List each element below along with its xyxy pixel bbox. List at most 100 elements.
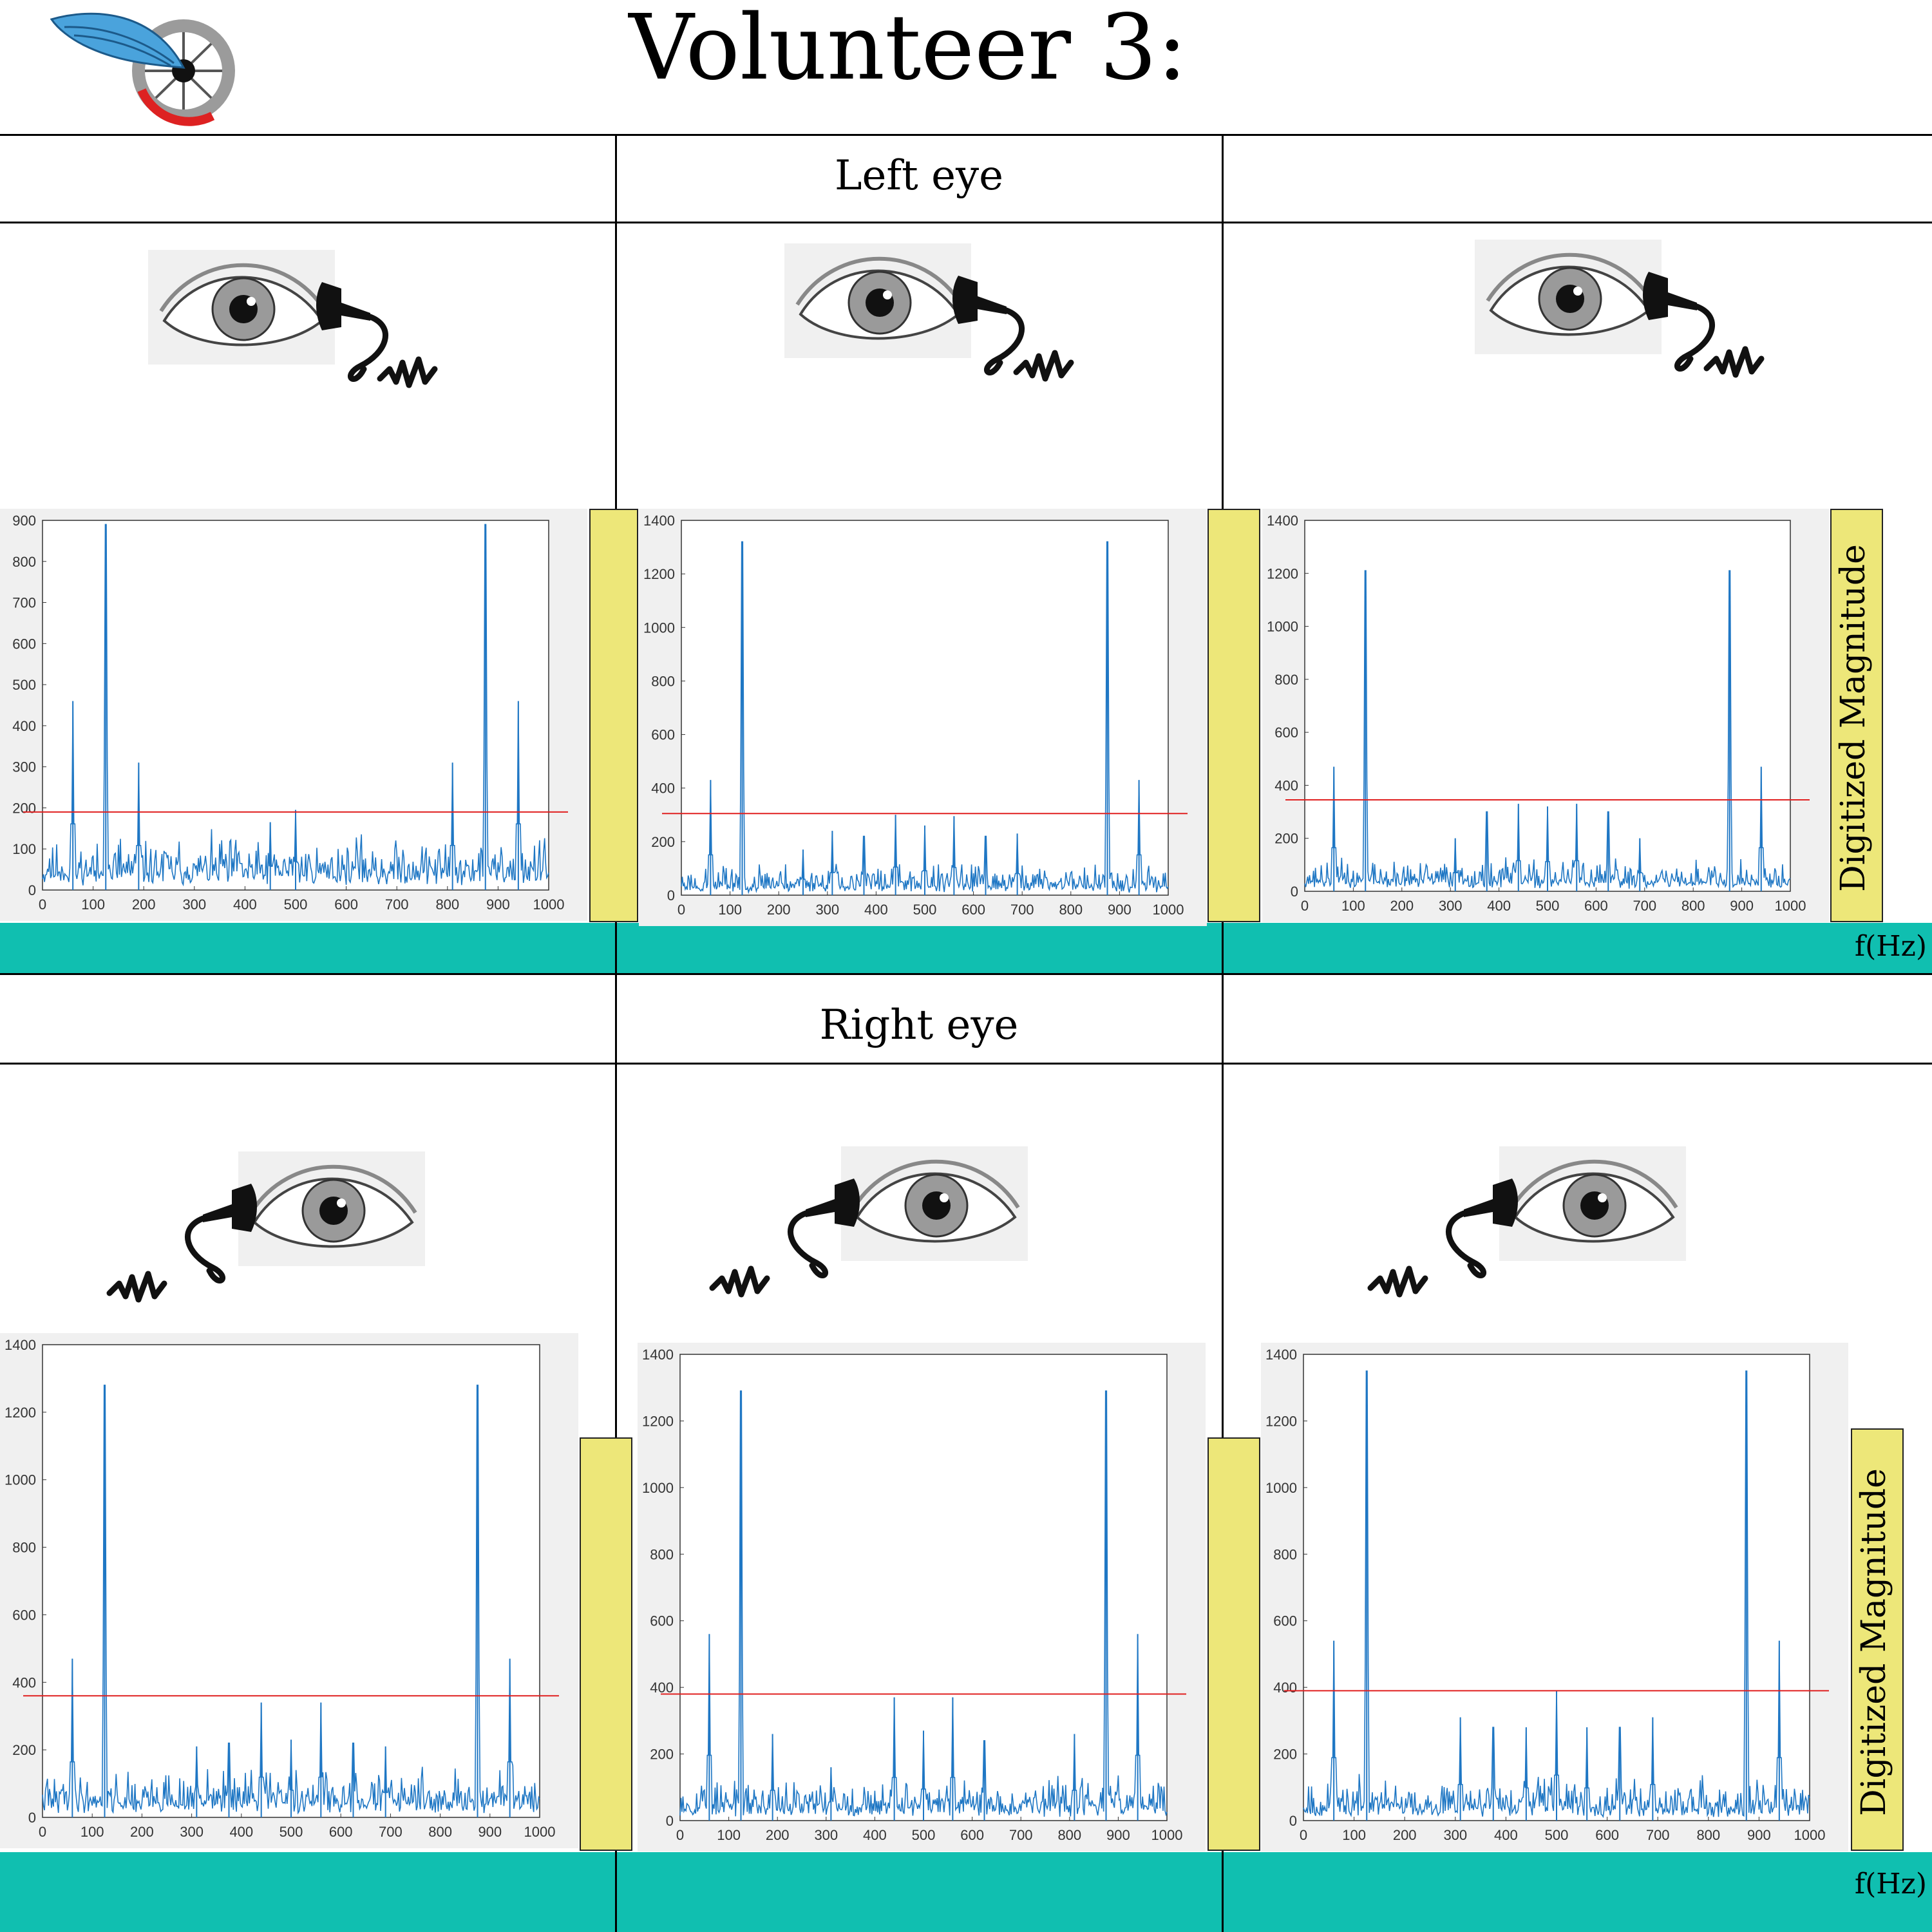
y-tick-label: 600	[651, 727, 675, 743]
x-tick-label: 400	[864, 902, 888, 918]
x-tick-label: 700	[1646, 1827, 1670, 1843]
sound-wave-icon	[1703, 346, 1765, 378]
page-title: Volunteer 3:	[629, 0, 1188, 100]
x-tick-label: 100	[718, 902, 742, 918]
x-tick-label: 700	[385, 896, 409, 913]
y-tick-label: 400	[12, 1674, 36, 1690]
x-tick-label: 0	[676, 1827, 684, 1843]
sound-wave-icon	[106, 1271, 167, 1303]
microphone-icon	[316, 282, 388, 382]
y-tick-label: 0	[667, 887, 675, 904]
x-tick-label: 900	[1106, 1827, 1130, 1843]
x-tick-label: 700	[1633, 898, 1656, 914]
x-tick-label: 700	[1010, 902, 1034, 918]
x-tick-label: 1000	[1775, 898, 1806, 914]
x-tick-label: 700	[1009, 1827, 1033, 1843]
sound-wave-icon	[1013, 350, 1074, 382]
divider	[0, 222, 1932, 223]
section-label-right-eye: Right eye	[819, 1001, 1019, 1049]
x-tick-label: 500	[1536, 898, 1560, 914]
x-tick-label: 600	[961, 902, 985, 918]
y-tick-label: 1400	[643, 513, 675, 529]
y-tick-label: 1200	[642, 1413, 674, 1429]
wheel-wing-logo	[50, 12, 235, 126]
x-tick-label: 0	[677, 902, 685, 918]
x-tick-label: 900	[1730, 898, 1754, 914]
x-tick-label: 800	[1059, 902, 1083, 918]
spectrum-line	[681, 541, 1169, 895]
y-tick-label: 400	[650, 1680, 674, 1696]
magnitude-bar	[1208, 509, 1260, 922]
x-tick-label: 0	[39, 896, 46, 913]
spectrum-line	[1304, 570, 1791, 889]
microphone-icon	[788, 1179, 860, 1278]
frequency-axis-label: f(Hz)	[1854, 930, 1927, 963]
x-tick-label: 200	[1393, 1827, 1417, 1843]
y-tick-label: 1000	[1267, 619, 1298, 635]
x-tick-label: 100	[717, 1827, 741, 1843]
y-tick-label: 1000	[5, 1472, 36, 1488]
magnitude-bar	[589, 509, 638, 922]
y-tick-label: 200	[1274, 831, 1298, 847]
y-tick-label: 600	[650, 1613, 674, 1629]
y-tick-label: 0	[28, 1810, 36, 1826]
x-tick-label: 1000	[1794, 1827, 1826, 1843]
divider	[1222, 1852, 1224, 1932]
magnitude-bar	[580, 1437, 632, 1851]
x-tick-label: 500	[913, 902, 937, 918]
y-tick-label: 200	[12, 1742, 36, 1758]
x-tick-label: 100	[1341, 898, 1365, 914]
x-tick-label: 400	[1487, 898, 1511, 914]
x-tick-label: 900	[1108, 902, 1132, 918]
x-tick-label: 800	[428, 1824, 452, 1840]
y-tick-label: 800	[1273, 1546, 1297, 1562]
x-tick-label: 400	[863, 1827, 887, 1843]
magnitude-axis-label: Digitized Magnitude	[1834, 544, 1873, 892]
divider	[615, 923, 617, 973]
y-tick-label: 400	[651, 781, 675, 797]
x-tick-label: 300	[1439, 898, 1463, 914]
microphone-icon	[952, 276, 1025, 375]
y-tick-label: 0	[1291, 884, 1298, 900]
x-tick-label: 800	[435, 896, 459, 913]
y-tick-label: 400	[1273, 1680, 1297, 1696]
frequency-band-top	[0, 923, 1932, 973]
y-tick-label: 1000	[1265, 1480, 1297, 1496]
x-tick-label: 500	[284, 896, 308, 913]
x-tick-label: 0	[1300, 1827, 1307, 1843]
x-tick-label: 1000	[524, 1824, 556, 1840]
x-tick-label: 200	[1390, 898, 1414, 914]
x-tick-label: 300	[182, 896, 206, 913]
y-tick-label: 800	[12, 554, 36, 570]
divider	[1222, 134, 1224, 1932]
microphone-icon	[1446, 1179, 1518, 1278]
x-tick-label: 300	[814, 1827, 838, 1843]
section-label-left-eye: Left eye	[834, 152, 1004, 200]
eye-icon	[106, 1151, 425, 1303]
spectrum-chart-right-3: 0 100 200 300 400 500 600 700 800 900 1000 0 200 400 6…	[1261, 1343, 1848, 1852]
frequency-band-bottom	[0, 1852, 1932, 1932]
microphone-icon	[185, 1184, 257, 1283]
y-tick-label: 800	[12, 1540, 36, 1556]
y-tick-label: 900	[12, 513, 36, 529]
spectrum-chart-left-3: 0 100 200 300 400 500 600 700 800 900 1000 0 200 400 6…	[1262, 509, 1829, 922]
x-tick-label: 800	[1681, 898, 1705, 914]
y-tick-label: 800	[1274, 672, 1298, 688]
y-tick-label: 600	[1274, 724, 1298, 741]
x-tick-label: 1000	[1151, 1827, 1183, 1843]
y-tick-label: 300	[12, 759, 36, 775]
x-tick-label: 800	[1696, 1827, 1720, 1843]
spectrum-chart-right-2: 0 100 200 300 400 500 600 700 800 900 1000 0 200 400 6…	[638, 1343, 1206, 1852]
y-tick-label: 1000	[642, 1480, 674, 1496]
eye-icon	[784, 243, 1074, 382]
divider	[1222, 923, 1224, 973]
y-tick-label: 1200	[643, 566, 675, 582]
eye-icon	[709, 1146, 1028, 1298]
y-tick-label: 800	[650, 1546, 674, 1562]
spectrum-line	[42, 1385, 540, 1815]
x-tick-label: 600	[1584, 898, 1608, 914]
divider	[0, 1063, 1932, 1065]
x-tick-label: 200	[132, 896, 156, 913]
divider	[615, 1852, 617, 1932]
x-tick-label: 100	[1342, 1827, 1366, 1843]
